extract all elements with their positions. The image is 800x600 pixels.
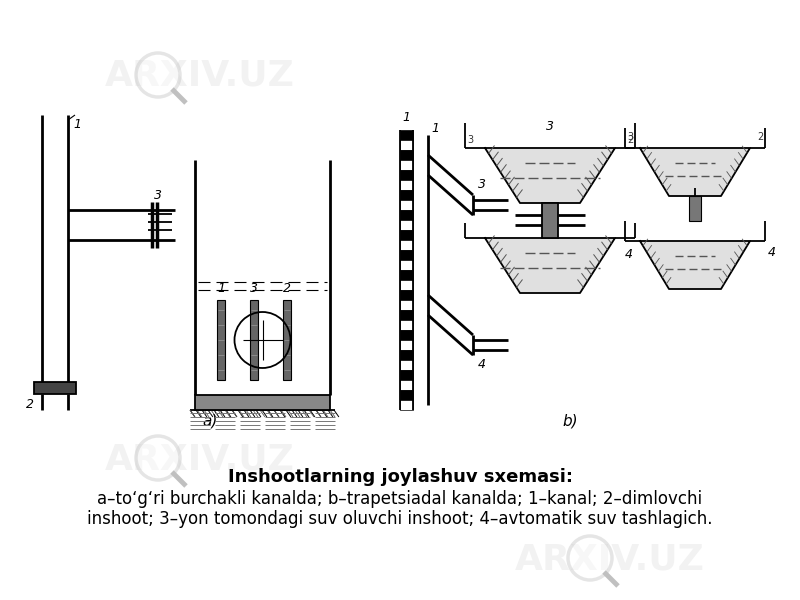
Bar [283,300,291,380]
Bar [400,350,413,360]
Bar [400,260,413,270]
Bar [400,370,413,380]
Bar [195,395,330,410]
Text: 1: 1 [431,122,439,135]
Bar [400,190,413,200]
Bar [400,160,413,170]
Text: Inshootlarning joylashuv sxemasi:: Inshootlarning joylashuv sxemasi: [227,468,573,486]
Text: 4: 4 [625,248,633,261]
Bar [400,330,413,340]
Bar [400,170,413,180]
Text: 1: 1 [217,282,225,295]
Text: a): a) [202,413,218,428]
Bar [400,200,413,210]
Text: ARXIV.UZ: ARXIV.UZ [105,58,295,92]
Text: a–to‘g‘ri burchakli kanalda; b–trapetsiadal kanalda; 1–kanal; 2–dimlovchi: a–to‘g‘ri burchakli kanalda; b–trapetsia… [98,490,702,508]
Bar [400,150,413,160]
Bar [400,270,413,280]
Bar [400,320,413,330]
Bar [34,382,76,394]
Circle shape [568,536,612,580]
Bar [400,240,413,250]
Text: ARXIV.UZ: ARXIV.UZ [105,443,295,477]
Bar [400,210,413,220]
Text: 3: 3 [467,135,473,145]
Polygon shape [640,241,750,289]
Text: 3: 3 [546,120,554,133]
Bar [400,380,413,390]
Text: 3: 3 [250,282,258,295]
Text: 4: 4 [478,358,486,371]
Text: 2: 2 [757,132,763,142]
Text: ARXIV.UZ: ARXIV.UZ [515,543,705,577]
Text: 3: 3 [478,179,486,191]
Bar [400,250,413,260]
Circle shape [136,53,180,97]
Bar [250,300,258,380]
Bar [542,203,558,238]
Bar [689,196,701,221]
Bar [400,310,413,320]
Text: inshoot; 3–yon tomondagi suv oluvchi inshoot; 4–avtomatik suv tashlagich.: inshoot; 3–yon tomondagi suv oluvchi ins… [87,510,713,528]
Bar [400,340,413,350]
Text: 2: 2 [26,398,34,412]
Bar [400,180,413,190]
Circle shape [136,436,180,480]
Bar [400,290,413,300]
Text: 2: 2 [627,135,633,145]
Text: 1: 1 [73,118,81,131]
Bar [400,400,413,410]
Text: 3: 3 [154,189,162,202]
Text: 2: 2 [283,282,291,295]
Bar [400,390,413,400]
Text: 4: 4 [768,246,776,259]
Polygon shape [640,148,750,196]
Bar [400,220,413,230]
Bar [400,140,413,150]
Bar [400,360,413,370]
Text: 1: 1 [402,111,410,124]
Polygon shape [485,238,615,293]
Text: b): b) [562,413,578,428]
Bar [400,280,413,290]
Bar [400,230,413,240]
Text: 3: 3 [627,132,633,142]
Polygon shape [485,148,615,203]
Bar [400,130,413,140]
Bar [400,300,413,310]
Bar [217,300,225,380]
